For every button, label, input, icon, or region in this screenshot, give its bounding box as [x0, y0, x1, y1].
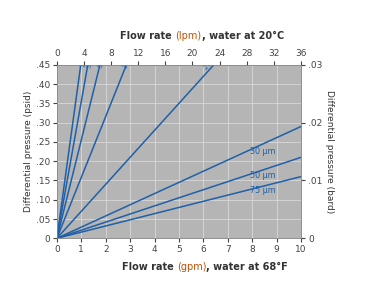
- Text: , water at 68°F: , water at 68°F: [206, 262, 287, 272]
- Text: (gpm): (gpm): [177, 262, 207, 272]
- Text: Flow rate: Flow rate: [120, 31, 175, 41]
- Text: 10 μm: 10 μm: [121, 47, 139, 70]
- Text: 20 μm: 20 μm: [203, 51, 225, 71]
- Text: (lpm): (lpm): [175, 31, 201, 41]
- Text: 3 μm: 3 μm: [86, 49, 97, 69]
- Text: Flow rate: Flow rate: [122, 262, 177, 272]
- Text: 50 μm: 50 μm: [250, 171, 275, 180]
- Text: 1 μm: 1 μm: [80, 49, 90, 68]
- Text: 5 μm: 5 μm: [97, 50, 110, 69]
- Text: , water at 20°C: , water at 20°C: [202, 31, 284, 41]
- Text: 30 μm: 30 μm: [250, 147, 275, 156]
- Text: 75 μm: 75 μm: [250, 186, 276, 195]
- Y-axis label: Differential pressure (psid): Differential pressure (psid): [24, 91, 33, 212]
- Y-axis label: Differential pressure (bard): Differential pressure (bard): [325, 90, 334, 213]
